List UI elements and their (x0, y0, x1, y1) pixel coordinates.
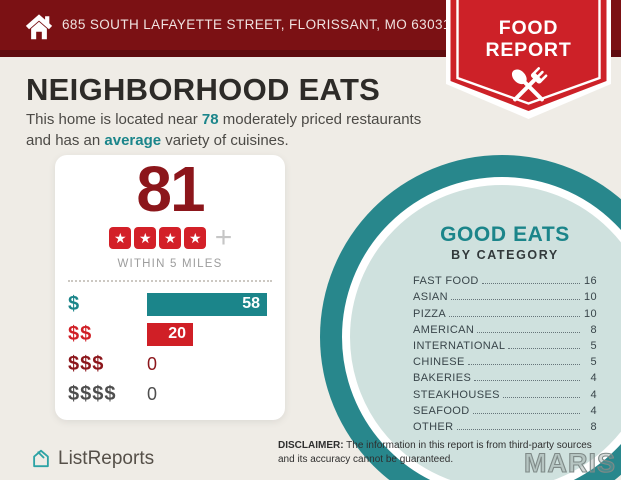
intro-post: variety of cuisines. (161, 132, 289, 149)
disclaimer-text: The information in this report is from t… (278, 440, 592, 465)
price-tier-row: $58 (55, 289, 285, 319)
variety-word: average (104, 132, 162, 149)
category-value: 10 (583, 307, 597, 320)
price-tier-label: $$ (68, 322, 93, 345)
good-eats-panel: GOOD EATS BY CATEGORY FAST FOOD 16 ASIAN 10… (413, 224, 597, 433)
score-card: 81 ★ ★ ★ ★ + WITHIN 5 MILES $58 $$ 20 $$$ 0 $$$$ 0 (55, 155, 285, 420)
ribbon-title: FOOD REPORT (446, 17, 611, 61)
category-value: 5 (590, 339, 597, 352)
list-item: ASIAN 10 (413, 287, 597, 303)
good-eats-subtitle: BY CATEGORY (451, 248, 559, 262)
page-title: NEIGHBORHOOD EATS (26, 72, 381, 107)
dotted-leader (449, 314, 580, 317)
dotted-leader (472, 411, 580, 414)
crossed-spoon-fork-icon (511, 67, 548, 102)
category-value: 5 (590, 356, 597, 369)
dotted-divider (68, 280, 272, 282)
property-address: 685 SOUTH LAFAYETTE STREET, FLORISSANT, … (62, 17, 451, 32)
ribbon-line2: REPORT (485, 39, 572, 61)
list-item: BAKERIES 4 (413, 368, 597, 384)
good-eats-title: GOOD EATS (440, 223, 570, 246)
category-list: FAST FOOD 16 ASIAN 10 PIZZA 10 AMERICAN 8 INTERN… (413, 271, 597, 433)
star-icon: ★ (184, 227, 207, 249)
price-tier-row: $$$$ 0 (55, 379, 285, 409)
category-label: STEAKHOUSES (413, 388, 500, 401)
dotted-leader (456, 427, 580, 430)
category-label: FAST FOOD (413, 275, 479, 288)
category-value: 16 (583, 275, 597, 288)
list-item: AMERICAN 8 (413, 320, 597, 336)
list-item: STEAKHOUSES 4 (413, 384, 597, 401)
category-label: SEAFOOD (413, 404, 470, 417)
brand-name: ListReports (58, 448, 155, 469)
dotted-leader (477, 330, 580, 333)
food-report-ribbon: FOOD REPORT (446, 0, 611, 122)
category-label: BAKERIES (413, 372, 472, 385)
list-item: CHINESE 5 (413, 352, 597, 368)
price-tier-zero: 0 (147, 383, 158, 404)
maris-watermark: MARIS (523, 447, 616, 478)
intro-text: This home is located near 78 moderately … (26, 109, 436, 151)
price-tier-row: $$$ 0 (55, 349, 285, 379)
category-label: AMERICAN (413, 323, 475, 336)
dotted-leader (474, 378, 580, 382)
disclaimer: DISCLAIMER: The information in this repo… (278, 439, 600, 466)
ribbon-shape (446, 0, 611, 119)
category-label: INTERNATIONAL (413, 339, 506, 352)
dotted-leader (481, 281, 580, 285)
dotted-leader (502, 395, 580, 398)
restaurant-score: 81 (136, 153, 205, 225)
star-rating: ★ ★ ★ ★ + (55, 221, 285, 254)
list-item: PIZZA 10 (413, 303, 597, 320)
price-tier-label: $ (68, 292, 81, 315)
price-tier-zero: 0 (147, 353, 158, 374)
price-tier-bar: 58 (147, 292, 267, 316)
price-tier-label: $$$$ (68, 382, 117, 405)
star-icon: ★ (159, 227, 182, 249)
price-tier-row: $$ 20 (55, 319, 285, 349)
dotted-leader (451, 297, 580, 301)
category-label: CHINESE (413, 356, 465, 369)
house-icon (25, 14, 53, 40)
price-tier-bar: 20 (147, 322, 193, 346)
category-value: 4 (590, 388, 597, 401)
plus-sign: + (214, 221, 233, 254)
category-label: OTHER (413, 420, 454, 433)
category-value: 8 (590, 323, 597, 336)
price-tier-label: $$$ (68, 352, 105, 375)
dotted-leader (508, 346, 580, 349)
list-item: INTERNATIONAL 5 (413, 336, 597, 352)
listreports-icon (33, 449, 49, 468)
category-label: PIZZA (413, 307, 447, 320)
intro-mid: moderately priced restaurants and has an (26, 111, 422, 149)
list-item: OTHER 8 (413, 417, 597, 433)
category-value: 4 (590, 404, 597, 417)
category-value: 4 (590, 372, 597, 385)
category-value: 10 (583, 291, 597, 304)
disclaimer-label: DISCLAIMER: (278, 440, 344, 451)
list-item: SEAFOOD 4 (413, 401, 597, 417)
brand-logo: ListReports (30, 448, 154, 470)
price-bar-chart: $58 $$ 20 $$$ 0 $$$$ 0 (55, 289, 285, 409)
intro-pre: This home is located near (26, 111, 202, 128)
ribbon-line1: FOOD (498, 17, 559, 39)
category-label: ASIAN (413, 291, 449, 304)
list-item: FAST FOOD 16 (413, 271, 597, 287)
dotted-leader (467, 362, 580, 366)
category-value: 8 (590, 420, 597, 433)
restaurant-count: 78 (201, 111, 219, 128)
star-icon: ★ (134, 227, 157, 249)
star-icon: ★ (109, 227, 132, 249)
radius-label: WITHIN 5 MILES (117, 258, 223, 270)
